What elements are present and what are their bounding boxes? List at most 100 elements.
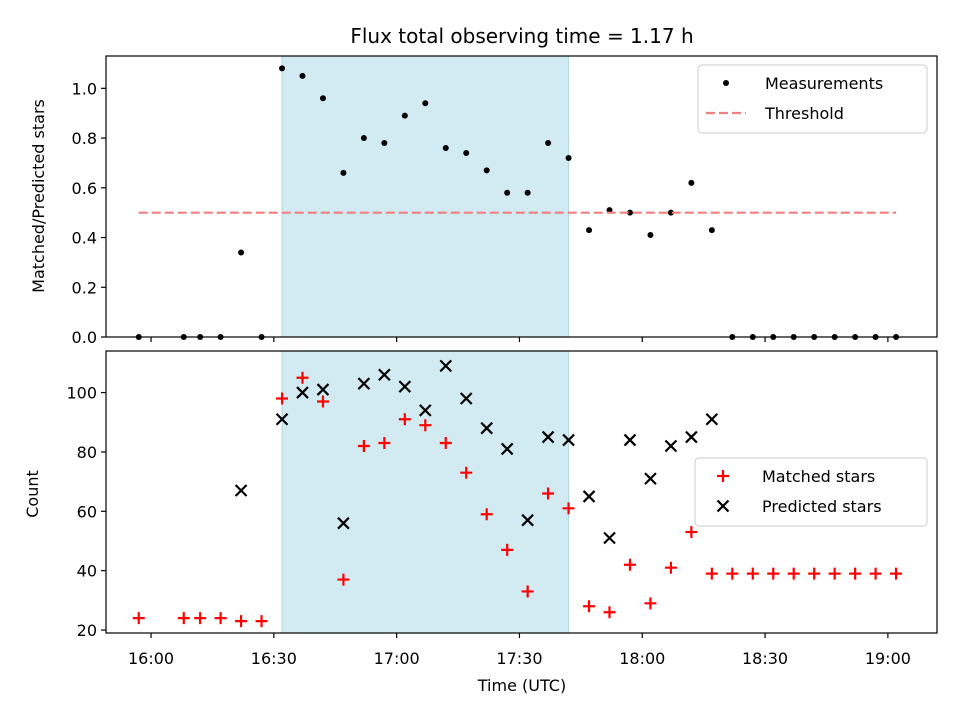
matched-star-point [767, 567, 780, 580]
predicted-star-point [705, 412, 719, 426]
measurement-point [238, 249, 245, 256]
axes-frame [105, 55, 938, 338]
legend: Measurements Threshold [697, 64, 928, 134]
predicted-star-point [234, 484, 248, 497]
matched-star-point [787, 567, 800, 580]
matched-star-point [255, 615, 268, 628]
matched-star-point [419, 419, 432, 432]
matched-star-point [177, 612, 190, 625]
measurement-point [504, 189, 511, 196]
matched-star-point [808, 567, 821, 580]
axes-frame [105, 350, 938, 634]
predicted-star-point [562, 433, 575, 447]
legend-label: Matched stars [762, 467, 875, 486]
matched-star-point [664, 561, 677, 574]
measurement-point [360, 135, 367, 142]
predicted-star-point [685, 430, 698, 444]
predicted-star-point [459, 392, 473, 405]
x-tick-label: 17:30 [496, 649, 542, 668]
matched-star-point [828, 567, 841, 580]
matched-star-point [623, 558, 636, 571]
matched-star-point [337, 573, 350, 586]
measurement-point [340, 169, 347, 176]
predicted-star-point [337, 516, 350, 530]
y-axis-label-top: Matched/Predicted stars [29, 99, 48, 293]
matched-star-point [583, 600, 596, 613]
legend-dot-icon [723, 80, 729, 86]
predicted-star-point [603, 531, 616, 545]
measurement-point [422, 100, 429, 107]
measurement-point [524, 189, 531, 196]
y-tick-label: 60 [77, 502, 97, 521]
matched-star-point [378, 437, 391, 450]
ratio-panel: 0.0 0.2 0.4 0.6 0.8 1.0 Measurements Threshold [72, 55, 938, 347]
predicted-star-point [521, 513, 534, 527]
predicted-star-point [439, 359, 453, 373]
measurement-point [483, 167, 490, 174]
predicted-star-point [582, 490, 596, 503]
y-tick-label: 20 [77, 621, 97, 640]
chart-title: Flux total observing time = 1.17 h [350, 24, 693, 48]
predicted-star-point [664, 439, 678, 453]
y-tick-label: 0.4 [72, 229, 97, 248]
x-tick-label: 17:00 [374, 649, 420, 668]
measurement-point [279, 65, 286, 72]
measurement-point [319, 95, 326, 102]
legend-box [694, 457, 928, 527]
matched-star-point [849, 567, 862, 580]
predicted-star-point [623, 433, 637, 447]
measurement-point [442, 145, 449, 152]
matched-star-point [542, 487, 555, 500]
matched-star-point [726, 567, 739, 580]
matched-star-point [501, 543, 514, 556]
y-tick-label: 100 [66, 384, 97, 403]
measurement-point [565, 154, 572, 161]
legend-label: Measurements [765, 74, 883, 93]
predicted-star-point [316, 383, 330, 396]
matched-star-point [480, 508, 493, 521]
predicted-star-point [480, 421, 493, 435]
measurement-point [708, 227, 715, 234]
legend-box [697, 64, 928, 134]
x-tick-label: 19:00 [865, 649, 911, 668]
matched-star-point [705, 567, 718, 580]
y-tick-label: 0.2 [72, 278, 97, 297]
matched-star-point [746, 567, 759, 580]
matched-star-point [562, 502, 575, 515]
x-tick-label: 18:00 [619, 649, 665, 668]
predicted-star-point [275, 412, 289, 426]
observing-window-span [281, 350, 570, 634]
predicted-star-point [398, 380, 412, 393]
predicted-star-point [357, 377, 371, 390]
y-tick-label: 0.0 [72, 328, 97, 347]
predicted-star-point [541, 430, 555, 444]
predicted-star-point [644, 472, 657, 485]
predicted-star-point [419, 404, 432, 417]
legend-label: Threshold [764, 104, 844, 123]
measurement-point [586, 227, 593, 234]
measurement-point [381, 140, 388, 147]
y-tick-label: 0.8 [72, 129, 97, 148]
matched-star-point [316, 395, 329, 408]
measurement-point [667, 209, 674, 216]
matched-star-point [357, 439, 370, 452]
y-tick-label: 40 [77, 562, 97, 581]
matched-star-point [890, 567, 903, 580]
measurement-point [299, 72, 306, 79]
predicted-star-point [500, 442, 514, 456]
matched-star-point [644, 597, 657, 610]
matched-star-point [194, 612, 207, 625]
measurement-point [401, 112, 408, 119]
legend-plus-icon [717, 470, 729, 482]
measurement-point [688, 179, 695, 186]
predicted-star-point [296, 386, 309, 399]
matched-star-point [439, 437, 452, 450]
matched-star-point [214, 612, 227, 625]
legend: Matched stars Predicted stars [694, 457, 928, 527]
y-axis-label-bottom: Count [23, 470, 42, 518]
x-tick-label: 16:30 [251, 649, 297, 668]
matched-star-point [235, 615, 248, 628]
matched-star-point [460, 466, 473, 479]
matched-star-point [603, 606, 616, 619]
